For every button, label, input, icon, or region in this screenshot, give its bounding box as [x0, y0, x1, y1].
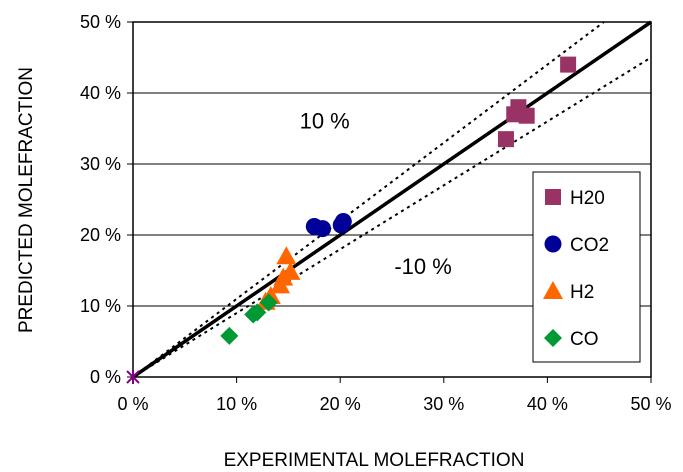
h20-point	[497, 131, 514, 148]
annotation-label: -10 %	[394, 254, 451, 279]
h20-point	[518, 107, 535, 124]
legend: H20 CO2 H2 CO	[532, 171, 641, 363]
y-tick-label: 40 %	[80, 83, 121, 103]
x-tick-label: 20 %	[320, 394, 361, 414]
legend-co-marker	[544, 329, 562, 347]
x-tick-label: 0 %	[117, 394, 148, 414]
origin-marker	[126, 370, 140, 384]
legend-h2-label: H2	[570, 282, 594, 303]
upper-reference-line	[132, 21, 605, 378]
x-tick-label: 50 %	[630, 394, 671, 414]
y-axis-title: PREDICTED MOLEFRACTION	[16, 67, 37, 333]
annotations: 10 % -10 %	[300, 109, 452, 280]
legend-co2-marker	[544, 235, 562, 253]
co2-point	[332, 216, 350, 234]
reference-lines	[132, 20, 652, 379]
y-axis-ticks: 0 % 10 % 20 % 30 % 40 % 50 %	[80, 12, 133, 387]
legend-h20-marker	[545, 189, 561, 205]
h20-point	[560, 56, 577, 73]
x-axis-ticks: 0 % 10 % 20 % 30 % 40 % 50 %	[117, 377, 672, 414]
y-tick-label: 0 %	[90, 367, 121, 387]
h2-point	[280, 261, 301, 280]
legend-co2-label: CO2	[570, 235, 609, 256]
co2-point	[314, 220, 332, 238]
legend-h20-label: H20	[570, 188, 605, 209]
legend-h2-marker	[543, 281, 563, 299]
co-point	[220, 326, 239, 345]
data-points	[220, 56, 577, 345]
x-axis-title: EXPERIMENTAL MOLEFRACTION	[224, 450, 525, 471]
x-tick-label: 30 %	[423, 394, 464, 414]
x-tick-label: 40 %	[527, 394, 568, 414]
y-tick-label: 30 %	[80, 154, 121, 174]
annotation-label: 10 %	[300, 109, 350, 134]
legend-co-label: CO	[570, 329, 599, 350]
y-tick-label: 20 %	[80, 225, 121, 245]
co-point	[259, 293, 278, 312]
plot-area-frame	[132, 21, 652, 378]
y-tick-label: 10 %	[80, 296, 121, 316]
h2-point	[276, 246, 297, 265]
parity-reference-line	[132, 20, 652, 379]
x-tick-label: 10 %	[216, 394, 257, 414]
y-tick-label: 50 %	[80, 12, 121, 32]
co-point	[248, 303, 267, 322]
